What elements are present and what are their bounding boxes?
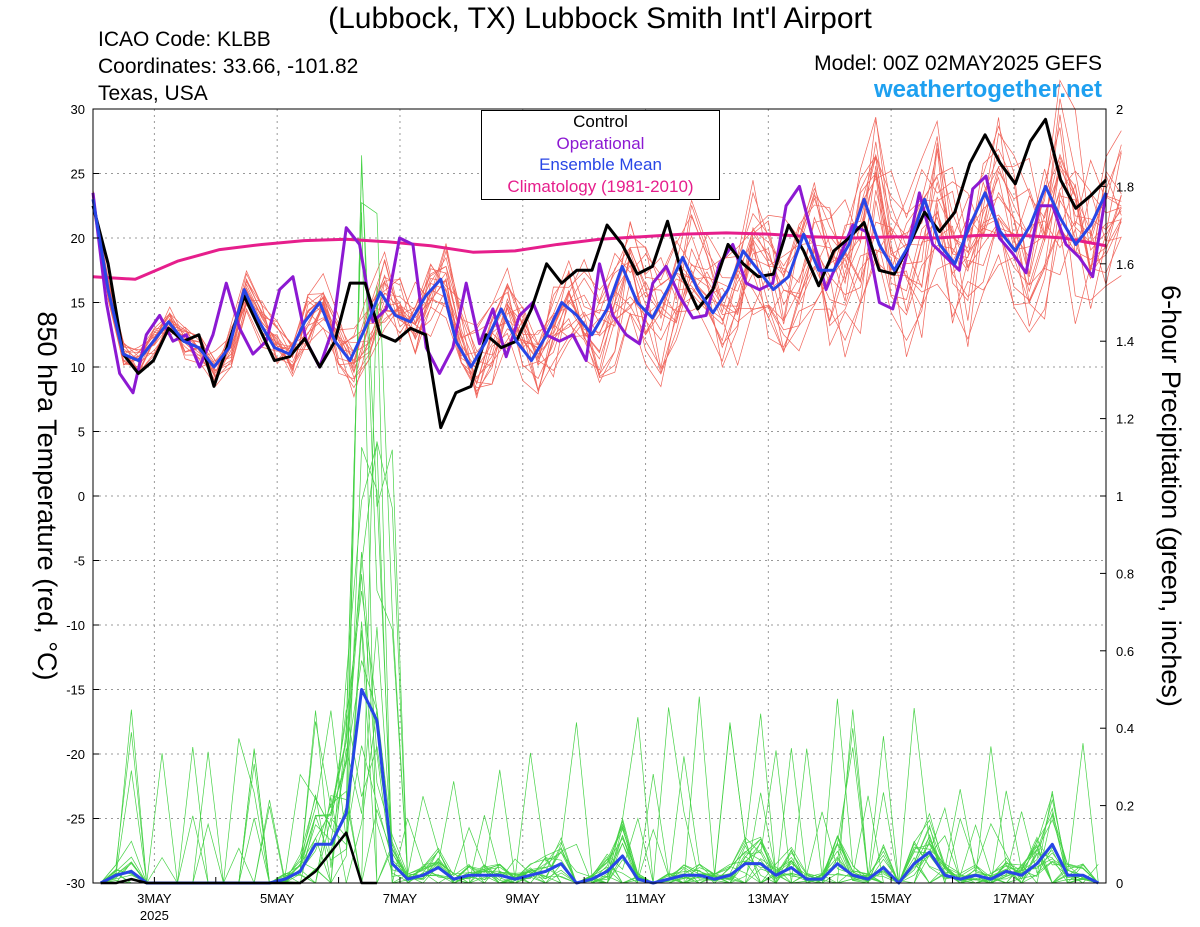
y2-tick-label: 0.4 [1116, 721, 1134, 736]
y2-tick-label: 1.4 [1116, 334, 1134, 349]
y2-tick-label: 0 [1116, 876, 1123, 891]
legend-climatology: Climatology (1981-2010) [507, 176, 694, 196]
y-tick-label: -20 [66, 747, 85, 762]
legend-control: Control [573, 112, 628, 131]
y-tick-label: 25 [71, 167, 85, 182]
member-temp-line [92, 132, 1122, 372]
y-tick-label: -5 [73, 554, 85, 569]
member-precip-line [100, 630, 1099, 885]
y-tick-label: 10 [71, 360, 85, 375]
y2-axis-label: 6-hour Precipitation (green, inches) [1156, 285, 1186, 707]
member-temp-line [92, 189, 1122, 389]
member-precip-line [100, 551, 1099, 885]
x-tick-label: 7MAY [383, 891, 418, 906]
model-run: Model: 00Z 02MAY2025 GEFS [814, 52, 1102, 75]
member-precip-line [100, 698, 1099, 884]
y2-tick-label: 1.8 [1116, 179, 1134, 194]
member-temp-line [92, 79, 1122, 378]
ensemble-members [92, 79, 1122, 885]
y2-tick-label: 1.2 [1116, 412, 1134, 427]
member-precip-line [100, 202, 1099, 884]
region: Texas, USA [98, 82, 208, 105]
x-tick-label: 3MAY [137, 891, 172, 906]
x-tick-label: 15MAY [870, 891, 912, 906]
control-temp-line [91, 117, 1108, 430]
x-tick-label: 17MAY [993, 891, 1035, 906]
member-precip-line [100, 443, 1099, 884]
axis-ticks: 302520151050-5-10-15-20-25-3021.81.61.41… [66, 102, 1134, 923]
member-temp-line [92, 176, 1122, 392]
y2-tick-label: 1 [1116, 489, 1123, 504]
x-tick-label: 9MAY [506, 891, 541, 906]
chart-title: (Lubbock, TX) Lubbock Smith Int'l Airpor… [328, 2, 872, 35]
x-tick-label: 11MAY [625, 891, 666, 906]
y2-tick-label: 0.6 [1116, 644, 1134, 659]
y2-tick-label: 0.8 [1116, 566, 1134, 581]
y-tick-label: 15 [71, 296, 85, 311]
y-tick-label: 0 [78, 489, 85, 504]
icao-code: ICAO Code: KLBB [98, 28, 271, 51]
member-precip-line [100, 574, 1099, 884]
y-axis-label: 850 hPa Temperature (red, °C) [32, 312, 62, 681]
member-temp-line [92, 125, 1122, 380]
x-year-label: 2025 [140, 908, 169, 923]
operational-line [91, 174, 1108, 395]
member-precip-line [100, 621, 1099, 884]
legend-ensemble-mean: Ensemble Mean [539, 155, 662, 174]
y-tick-label: -15 [66, 683, 85, 698]
ensemble-mean-precip-line [99, 688, 1100, 885]
coordinates: Coordinates: 33.66, -101.82 [98, 55, 359, 78]
y2-tick-label: 0.2 [1116, 799, 1134, 814]
member-precip-line [100, 447, 1099, 884]
x-tick-label: 13MAY [747, 891, 789, 906]
legend: Control Operational Ensemble Mean Climat… [481, 110, 720, 200]
ensemble-mean-temp-line [91, 184, 1108, 369]
legend-operational: Operational [556, 133, 645, 153]
member-precip-line [100, 590, 1099, 884]
y-tick-label: -10 [66, 618, 85, 633]
member-temp-line [92, 156, 1122, 392]
y-tick-label: 30 [71, 102, 85, 117]
x-tick-label: 5MAY [260, 891, 295, 906]
y-tick-label: 20 [71, 231, 85, 246]
y-tick-label: -25 [66, 812, 85, 827]
y2-tick-label: 2 [1116, 102, 1123, 117]
grid [93, 109, 1106, 883]
member-precip-line [100, 745, 1099, 884]
member-precip-line [100, 441, 1099, 884]
y-tick-label: 5 [78, 425, 85, 440]
member-precip-line [100, 626, 1099, 884]
website-link[interactable]: weathertogether.net [873, 76, 1102, 103]
y-tick-label: -30 [66, 876, 85, 891]
member-temp-line [92, 127, 1122, 364]
y2-tick-label: 1.6 [1116, 257, 1134, 272]
